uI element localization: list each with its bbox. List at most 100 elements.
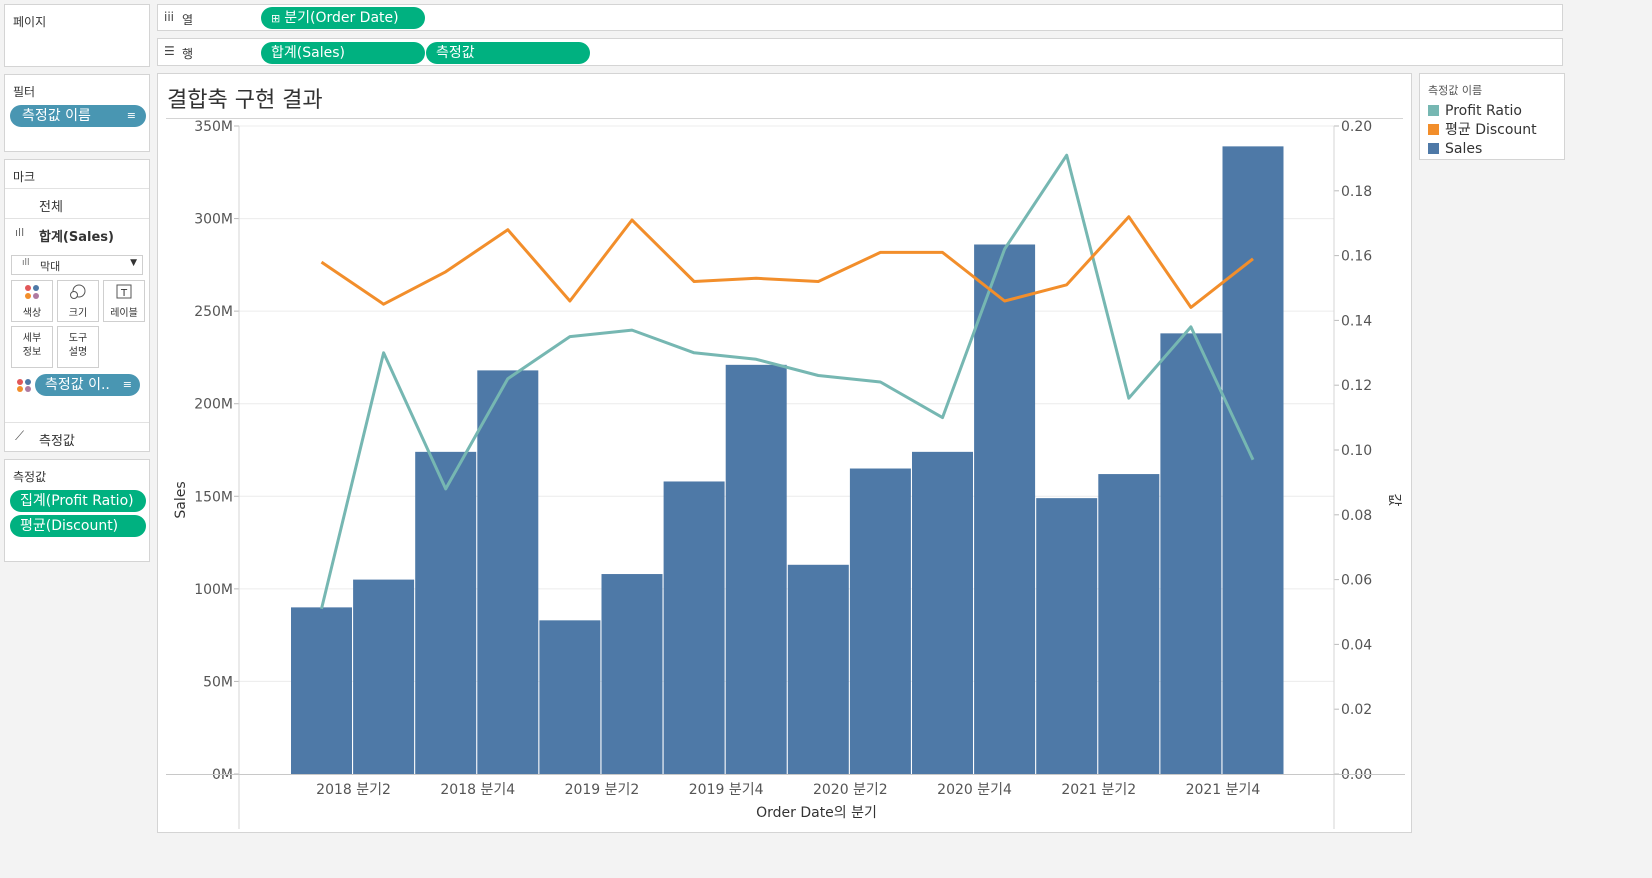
filters-panel: 필터 측정값 이름 ≡: [4, 74, 150, 152]
label-button[interactable]: T 레이블: [103, 280, 145, 322]
y-tick-label: 100M: [194, 582, 233, 598]
label-button-label: 레이블: [110, 308, 138, 319]
y2-tick-label: 0.12: [1341, 378, 1372, 394]
x-tick-label: 2019 분기4: [689, 782, 764, 798]
x-tick-label: 2018 분기2: [316, 782, 391, 798]
mark-type-select[interactable]: ıll 막대 ▼: [11, 255, 143, 275]
x-tick-label: 2020 분기2: [813, 782, 888, 798]
y-tick-label: 50M: [203, 674, 233, 690]
columns-pill-label: 분기(Order Date): [284, 10, 399, 26]
x-tick-label: 2021 분기2: [1061, 782, 1136, 798]
filter-pill-label: 측정값 이름: [22, 108, 91, 124]
marks-tab-measure-values[interactable]: ⟋ 측정값: [5, 422, 149, 452]
y2-tick-label: 0.14: [1341, 313, 1372, 329]
legend-title: 측정값 이름: [1428, 84, 1483, 97]
bar-sales: [849, 468, 911, 774]
mark-type-value: 막대: [40, 260, 61, 273]
columns-shelf-label: 열: [182, 13, 194, 27]
rows-pill-sales[interactable]: 합계(Sales): [261, 42, 425, 64]
color-pill-label: 측정값 이..: [45, 377, 110, 393]
y2-axis-title: 값: [1386, 494, 1402, 507]
marks-tab-measure-label: 측정값: [39, 434, 75, 449]
measure-pill-profit-ratio[interactable]: 집계(Profit Ratio): [10, 490, 146, 512]
bar-sales: [787, 564, 849, 774]
y-tick-label: 200M: [194, 397, 233, 413]
line-profit-ratio: [320, 153, 1255, 610]
marks-tab-sales[interactable]: ıll 합계(Sales): [5, 218, 149, 248]
rows-pill-sales-label: 합계(Sales): [271, 45, 345, 61]
size-button-label: 크기: [68, 308, 88, 319]
marks-title: 마크: [13, 170, 36, 184]
filters-title: 필터: [13, 85, 36, 99]
y2-tick-label: 0.06: [1341, 573, 1372, 589]
expand-plus-icon: ⊞: [271, 12, 281, 25]
color-measure-names-pill[interactable]: 측정값 이.. ≡: [35, 374, 140, 396]
bar-sales: [291, 607, 352, 774]
marks-tab-all[interactable]: 전체: [5, 188, 149, 218]
worksheet-view: 결합축 구현 결과 0M 50M 100M 150M 200M 250M 300M 350M 0…: [157, 73, 1412, 833]
bar-sales: [1098, 474, 1160, 774]
color-button-label: 색상: [22, 308, 42, 319]
y-tick-label: 300M: [194, 212, 233, 228]
y2-tick-label: 0.16: [1341, 249, 1372, 265]
chevron-down-icon: ▼: [130, 258, 137, 268]
bar-sales: [974, 244, 1036, 774]
detail-button-label: 세부 정보: [22, 333, 42, 358]
color-dots-icon: [12, 284, 52, 304]
measure-values-panel: 측정값 집계(Profit Ratio) 평균(Discount): [4, 459, 150, 562]
rows-pill-measure-values[interactable]: 측정값: [426, 42, 590, 64]
combined-axis-chart: 0M50M100M150M200M250M300M350M0.000.020.0…: [166, 119, 1405, 829]
rows-shelf: ☰ 행 합계(Sales) 측정값: [157, 38, 1563, 66]
filter-sort-icon: ≡: [126, 109, 136, 122]
bar-sales: [353, 579, 415, 774]
measure-pill-label: 집계(Profit Ratio): [20, 493, 134, 509]
bar-chart-icon: ıll: [15, 226, 25, 239]
y2-tick-label: 0.18: [1341, 184, 1372, 200]
legend-item-sales[interactable]: Sales: [1428, 140, 1482, 158]
line-chart-icon: ⟋: [15, 429, 25, 444]
y-tick-label: 250M: [194, 304, 233, 320]
x-tick-label: 2020 분기4: [937, 782, 1012, 798]
rows-icon: ☰: [164, 44, 175, 58]
columns-icon: iii: [164, 10, 175, 24]
x-axis-title: Order Date의 분기: [756, 805, 877, 821]
columns-pill-quarter[interactable]: ⊞ 분기(Order Date): [261, 7, 425, 29]
rows-pill-measure-label: 측정값: [436, 45, 475, 61]
y-tick-label: 150M: [194, 489, 233, 505]
measure-values-title: 측정값: [13, 470, 47, 484]
tooltip-button[interactable]: 도구 설명: [57, 326, 99, 368]
line-avg-discount: [320, 215, 1254, 309]
measure-pill-discount[interactable]: 평균(Discount): [10, 515, 146, 537]
legend-item-profit-ratio[interactable]: Profit Ratio: [1428, 102, 1522, 120]
legend-label: Sales: [1445, 141, 1483, 157]
filter-pill-measure-names[interactable]: 측정값 이름 ≡: [10, 105, 146, 127]
bar-sales: [415, 451, 477, 774]
bar-sales: [539, 620, 601, 774]
y2-tick-label: 0.10: [1341, 443, 1372, 459]
y2-tick-label: 0.04: [1341, 637, 1372, 653]
marks-tab-sales-label: 합계(Sales): [39, 230, 114, 245]
y-tick-label: 350M: [194, 119, 233, 135]
size-circles-icon: [58, 284, 98, 304]
legend-swatch: [1428, 123, 1439, 135]
legend-swatch: [1428, 142, 1439, 154]
marks-panel: 마크 전체 ıll 합계(Sales) ıll 막대 ▼ 색상 크기 T 레이블…: [4, 159, 150, 452]
svg-text:T: T: [120, 288, 128, 299]
legend-label: Profit Ratio: [1445, 103, 1522, 119]
bar-sales: [1222, 146, 1284, 774]
color-button[interactable]: 색상: [11, 280, 53, 322]
y2-tick-label: 0.20: [1341, 119, 1372, 135]
size-button[interactable]: 크기: [57, 280, 99, 322]
mark-type-bar-icon: ıll: [22, 258, 30, 268]
y2-tick-label: 0.08: [1341, 508, 1372, 524]
legend-item-discount[interactable]: 평균 Discount: [1428, 121, 1537, 139]
bar-sales: [725, 364, 787, 774]
color-encoding-icon: [16, 378, 32, 395]
x-tick-label: 2019 분기2: [565, 782, 640, 798]
legend-label: 평균 Discount: [1445, 122, 1537, 138]
bar-sales: [912, 451, 973, 774]
x-tick-label: 2021 분기4: [1186, 782, 1261, 798]
legend-panel: 측정값 이름 Profit Ratio 평균 Discount Sales: [1419, 73, 1565, 160]
bar-sales: [663, 481, 725, 774]
detail-button[interactable]: 세부 정보: [11, 326, 53, 368]
